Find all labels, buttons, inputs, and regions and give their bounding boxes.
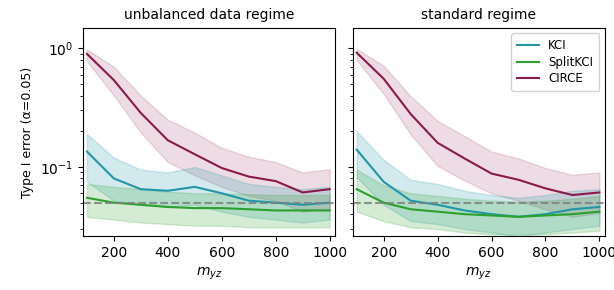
KCI — [407, 199, 414, 202]
CIRCE — [137, 111, 144, 115]
KCI — [434, 203, 441, 206]
SplitKCI — [137, 203, 144, 206]
SplitKCI — [515, 215, 522, 219]
SplitKCI — [299, 209, 306, 212]
CIRCE — [380, 77, 387, 81]
SplitKCI — [218, 206, 225, 210]
SplitKCI — [326, 209, 333, 212]
KCI — [299, 203, 306, 206]
KCI — [488, 213, 495, 216]
KCI — [461, 209, 468, 212]
KCI — [353, 148, 360, 151]
KCI — [569, 208, 576, 211]
CIRCE — [596, 191, 603, 194]
Title: standard regime: standard regime — [421, 8, 536, 22]
CIRCE — [272, 180, 279, 183]
Line: KCI: KCI — [357, 150, 599, 217]
KCI — [272, 201, 279, 204]
KCI — [164, 189, 171, 193]
SplitKCI — [434, 210, 441, 213]
SplitKCI — [569, 213, 576, 216]
KCI — [515, 215, 522, 219]
X-axis label: $m_{yz}$: $m_{yz}$ — [196, 266, 222, 282]
CIRCE — [299, 191, 306, 194]
CIRCE — [164, 139, 171, 142]
KCI — [191, 185, 198, 188]
CIRCE — [245, 175, 252, 178]
CIRCE — [326, 187, 333, 191]
KCI — [326, 201, 333, 204]
SplitKCI — [596, 210, 603, 213]
CIRCE — [84, 52, 91, 56]
CIRCE — [461, 157, 468, 160]
Y-axis label: Type I error (α=0.05): Type I error (α=0.05) — [21, 66, 34, 197]
CIRCE — [111, 78, 118, 82]
Title: unbalanced data regime: unbalanced data regime — [124, 8, 294, 22]
CIRCE — [407, 112, 414, 116]
SplitKCI — [164, 205, 171, 209]
CIRCE — [488, 172, 495, 175]
CIRCE — [191, 153, 198, 156]
KCI — [137, 187, 144, 191]
KCI — [245, 199, 252, 202]
Line: KCI: KCI — [87, 152, 330, 205]
SplitKCI — [542, 214, 549, 217]
Line: CIRCE: CIRCE — [87, 54, 330, 193]
SplitKCI — [488, 214, 495, 217]
SplitKCI — [245, 208, 252, 211]
SplitKCI — [353, 187, 360, 191]
CIRCE — [569, 193, 576, 197]
KCI — [596, 205, 603, 209]
SplitKCI — [191, 206, 198, 210]
SplitKCI — [380, 201, 387, 204]
SplitKCI — [111, 201, 118, 204]
Legend: KCI, SplitKCI, CIRCE: KCI, SplitKCI, CIRCE — [511, 33, 599, 91]
KCI — [380, 180, 387, 184]
SplitKCI — [461, 213, 468, 216]
KCI — [84, 150, 91, 153]
KCI — [218, 192, 225, 195]
SplitKCI — [407, 208, 414, 211]
Line: CIRCE: CIRCE — [357, 53, 599, 195]
CIRCE — [515, 178, 522, 182]
SplitKCI — [84, 196, 91, 200]
X-axis label: $m_{yz}$: $m_{yz}$ — [465, 266, 492, 282]
SplitKCI — [272, 209, 279, 212]
CIRCE — [218, 166, 225, 170]
KCI — [111, 177, 118, 180]
CIRCE — [353, 51, 360, 55]
Line: SplitKCI: SplitKCI — [87, 198, 330, 211]
CIRCE — [434, 141, 441, 144]
KCI — [542, 213, 549, 216]
Line: SplitKCI: SplitKCI — [357, 189, 599, 217]
CIRCE — [542, 187, 549, 190]
